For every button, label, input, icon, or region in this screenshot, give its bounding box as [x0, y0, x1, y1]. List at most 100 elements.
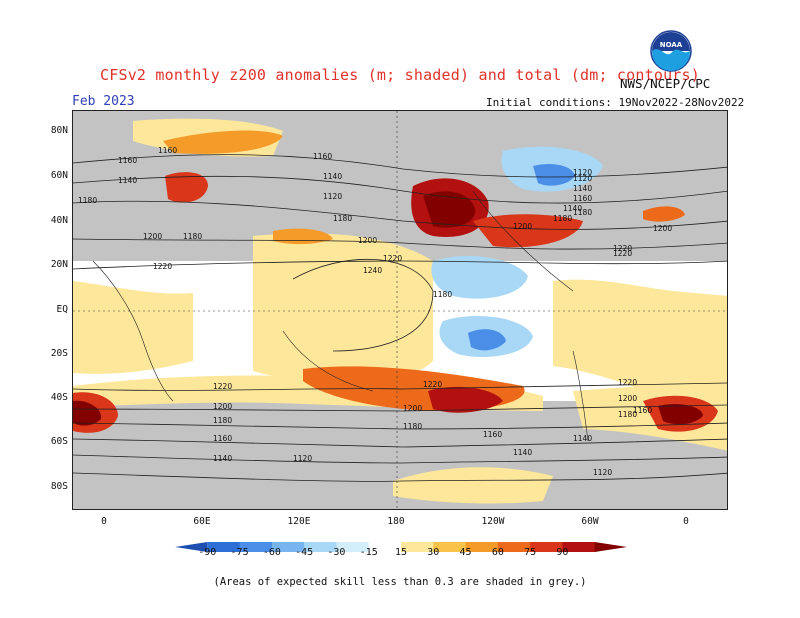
lat-label-8: 80S: [50, 481, 68, 492]
contour-1220-n: [73, 260, 727, 270]
colorbar-label-9: 60: [491, 547, 504, 558]
contour-label-40: 1200: [618, 394, 637, 403]
contour-label-31: 1160: [633, 406, 652, 415]
anomaly-satl-core: [73, 400, 102, 426]
colorbar-label-1: -75: [230, 547, 249, 558]
lat-label-7: 60S: [50, 436, 68, 447]
coast-north-america: [472, 190, 574, 292]
contour-lines: [73, 154, 727, 482]
colorbar-label-7: 30: [427, 547, 440, 558]
contour-label-22: 1180: [213, 416, 232, 425]
noaa-logo: NOAA: [650, 30, 692, 72]
anomaly-wp: [253, 233, 433, 383]
colorbar-swatch-5: [336, 542, 370, 552]
lon-label-5: 60W: [581, 516, 599, 527]
contour-label-5: 1200: [143, 232, 162, 241]
lon-label-3: 180: [387, 516, 405, 527]
contour-1200-s: [73, 404, 727, 412]
contour-label-33: 1120: [593, 468, 612, 477]
contour-label-16: 1160: [573, 194, 592, 203]
contour-label-0: 1180: [78, 196, 97, 205]
colorbar-label-5: -15: [359, 547, 378, 558]
contour-label-6: 1220: [153, 262, 172, 271]
contour-label-18: 1120: [573, 168, 592, 177]
initial-conditions: Initial conditions: 19Nov2022-28Nov2022: [486, 96, 745, 109]
colorbar-swatch-12: [562, 542, 596, 552]
colorbar-label-2: -60: [262, 547, 281, 558]
contour-label-21: 1200: [213, 402, 232, 411]
colorbar-label-11: 90: [556, 547, 569, 558]
contour-1120-s: [73, 472, 727, 482]
coast-africa: [92, 260, 174, 402]
colorbar-svg: [175, 542, 627, 552]
agency-label: NWS/NCEP/CPC: [620, 76, 711, 91]
contour-label-20: 1220: [213, 382, 232, 391]
colorbar-swatch-3: [271, 542, 305, 552]
colorbar-label-6: 15: [394, 547, 408, 558]
contour-label-34: 1200: [653, 224, 672, 233]
skill-footnote: (Areas of expected skill less than 0.3 a…: [213, 576, 587, 588]
contour-label-42: 1180: [433, 290, 452, 299]
colorbar-swatch-10: [497, 542, 531, 552]
contour-label-12: 1200: [358, 236, 377, 245]
lat-label-6: 40S: [50, 392, 68, 403]
contour-1180-s: [73, 422, 727, 430]
contour-label-38: 1120: [573, 174, 592, 183]
contour-label-41: 1220: [618, 378, 637, 387]
contour-1140-s: [73, 454, 727, 464]
colorbar-label-4: -30: [327, 547, 346, 558]
colorbar-swatch-13: [594, 542, 627, 552]
colorbar-swatch-4: [304, 542, 337, 552]
contour-label-14: 1200: [513, 222, 532, 231]
contour-label-37: 1140: [563, 204, 582, 213]
contour-label-39: 1180: [618, 410, 637, 419]
contour-label-7: 1240: [363, 266, 382, 275]
anomaly-atl: [553, 279, 727, 401]
lon-label-1: 60E: [193, 516, 211, 527]
colorbar-swatch-9: [465, 542, 499, 552]
contour-label-27: 1180: [403, 422, 422, 431]
contour-label-35: 1220: [613, 244, 632, 253]
contour-label-4: 1180: [183, 232, 202, 241]
anomaly-natl: [643, 206, 685, 222]
contour-label-29: 1140: [513, 448, 532, 457]
contour-1220-s: [73, 382, 727, 391]
contour-label-25: 1220: [423, 380, 442, 389]
contour-label-17: 1140: [573, 184, 592, 193]
contour-1160-n: [73, 154, 727, 178]
colorbar-label-10: 75: [524, 547, 537, 558]
anomaly-map: 1180 1160 1140 1160 1180 1200 1220 1240 1160 1140…: [72, 110, 728, 510]
anomaly-spac-core: [428, 386, 503, 413]
anomaly-us: [473, 214, 583, 248]
contour-label-26: 1200: [403, 404, 422, 413]
colorbar-swatch-6: [368, 542, 402, 552]
anomaly-canada-core: [533, 164, 575, 186]
lat-label-1: 60N: [50, 170, 68, 181]
contour-1200-n: [73, 238, 727, 250]
colorbar-swatch-8: [433, 542, 467, 552]
lat-label-2: 40N: [50, 215, 68, 226]
graticule: [73, 111, 727, 509]
map-title: CFSv2 monthly z200 anomalies (m; shaded)…: [100, 66, 700, 84]
colorbar-swatch-2: [239, 542, 273, 552]
anomaly-epac-north: [431, 256, 528, 299]
forecast-month: Feb 2023: [72, 94, 135, 109]
contour-label-13: 1220: [383, 254, 402, 263]
anomaly-europe: [165, 172, 208, 203]
colorbar-swatch-7: [401, 542, 434, 552]
coast-south-america: [572, 350, 589, 442]
contour-label-2: 1140: [118, 176, 137, 185]
contour-1240: [292, 258, 434, 352]
contour-label-30: 1120: [293, 454, 312, 463]
anomaly-epac-south-core: [468, 329, 506, 351]
contour-label-36: 1180: [553, 214, 572, 223]
colorbar-label-3: -45: [295, 547, 314, 558]
contour-label-24: 1140: [213, 454, 232, 463]
contour-1140-n: [73, 175, 727, 204]
anomaly-satl-east-core: [658, 404, 703, 425]
contour-1180-n: [73, 200, 727, 230]
anomaly-siberia: [163, 130, 283, 154]
contour-label-1: 1160: [118, 156, 137, 165]
coast-australia: [282, 330, 374, 392]
